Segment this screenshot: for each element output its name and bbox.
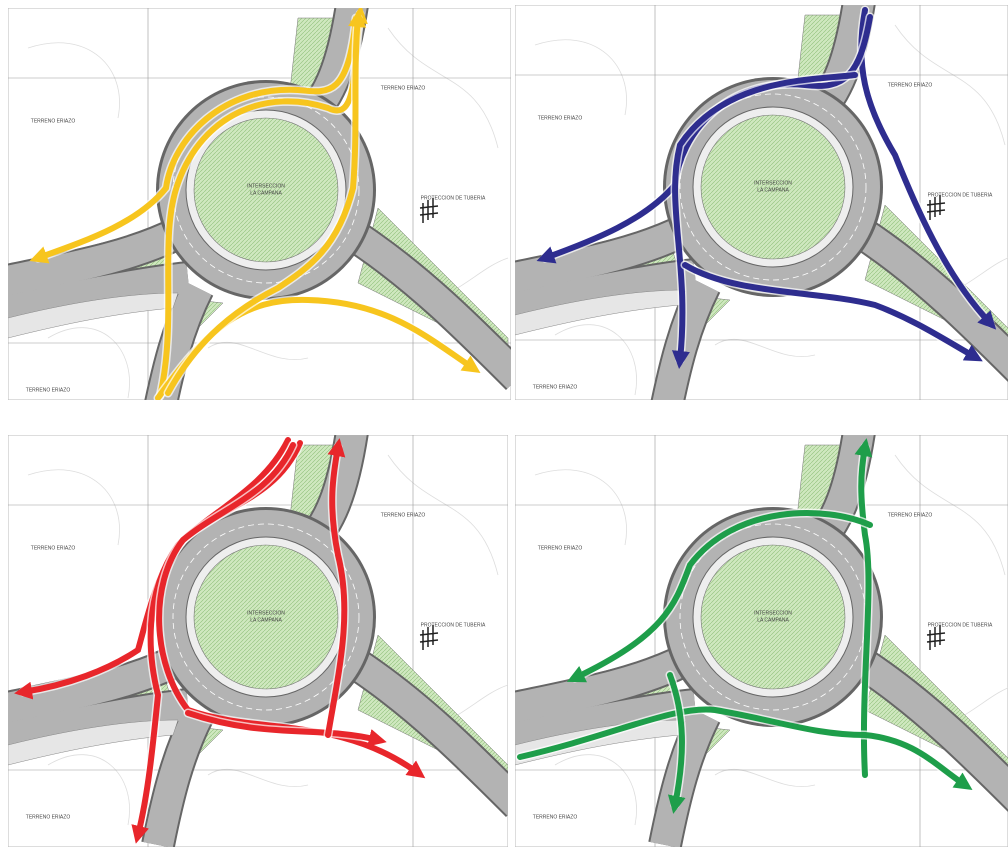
contour [714,339,816,357]
label: LA CAMPANA [757,617,789,623]
route-arrow [682,262,983,362]
label: TERRENO ERIAZO [538,545,583,551]
label: PROTECCION DE TUBERIA [421,195,486,201]
road [856,652,1008,810]
road [8,646,185,724]
crosshatch [8,292,179,339]
pipe-icon [926,195,946,220]
route-arrow [854,438,873,778]
panel-content: TERRENO ERIAZO TERRENO ERIAZO INTERSECCION… [515,5,1008,400]
road [143,708,212,847]
road [349,652,508,816]
label: TERRENO ERIAZO [381,512,426,518]
label: TERRENO ERIAZO [533,384,578,390]
island [700,544,846,690]
route-arrow [185,710,387,747]
panel-content: TERRENO ERIAZO TERRENO ERIAZO INTERSECCION… [515,435,1008,847]
contour [207,342,309,360]
label: LA CAMPANA [250,617,282,623]
contour [534,39,627,116]
road [8,690,190,754]
road [349,225,511,389]
route-arrow [566,510,873,683]
road [515,216,692,294]
road [146,281,212,400]
route-arrow [29,15,359,264]
panel: TERRENO ERIAZO TERRENO ERIAZO INTERSECCION… [8,8,511,400]
route-arrow [131,437,291,844]
route-arrow [671,72,858,369]
label: TERRENO ERIAZO [888,512,933,518]
label: PROTECCION DE TUBERIA [928,622,993,628]
route-arrow [157,8,368,399]
road [856,222,1008,380]
panel: TERRENO ERIAZO TERRENO ERIAZO INTERSECCION… [8,435,508,847]
label: INTERSECCION [247,183,285,189]
contour [387,454,499,576]
contour [47,327,130,399]
label: TERRENO ERIAZO [31,545,76,551]
ring-lane [679,93,867,281]
panel: TERRENO ERIAZO TERRENO ERIAZO INTERSECCION… [515,435,1008,847]
panel-content: TERRENO ERIAZO TERRENO ERIAZO INTERSECCION… [8,8,511,400]
contour [534,469,627,546]
label: TERRENO ERIAZO [538,115,583,121]
route-arrow [517,706,973,790]
label: TERRENO ERIAZO [381,85,426,91]
pipe-icon [926,625,946,650]
road [515,260,697,324]
contour [47,754,130,826]
crosshatch [8,719,179,766]
label: PROTECCION DE TUBERIA [928,192,993,198]
island [193,117,339,263]
contour [27,42,120,119]
contour [554,754,637,826]
label: TERRENO ERIAZO [31,118,76,124]
label: INTERSECCION [247,610,285,616]
contour [387,27,499,149]
panel-content: TERRENO ERIAZO TERRENO ERIAZO INTERSECCION… [8,435,508,847]
contour [27,469,120,546]
label: LA CAMPANA [757,187,789,193]
label: TERRENO ERIAZO [888,82,933,88]
road [515,646,692,724]
label: TERRENO ERIAZO [26,814,71,820]
road [8,219,185,297]
contour [894,454,1006,576]
route-arrow [165,9,367,396]
contour [554,324,637,396]
label: INTERSECCION [754,180,792,186]
pipe-icon [419,625,439,650]
island [193,544,339,690]
pipe-icon [419,198,439,223]
contour [894,24,1006,146]
route-arrow [325,438,348,738]
contour [207,769,309,787]
contour [714,769,816,787]
label: PROTECCION DE TUBERIA [421,622,486,628]
panel: TERRENO ERIAZO TERRENO ERIAZO INTERSECCION… [515,5,1008,400]
ring-lane [172,523,360,711]
label: TERRENO ERIAZO [533,814,578,820]
island [700,114,846,260]
label: TERRENO ERIAZO [26,387,71,393]
label: INTERSECCION [754,610,792,616]
route-arrow [667,672,686,814]
label: LA CAMPANA [250,190,282,196]
